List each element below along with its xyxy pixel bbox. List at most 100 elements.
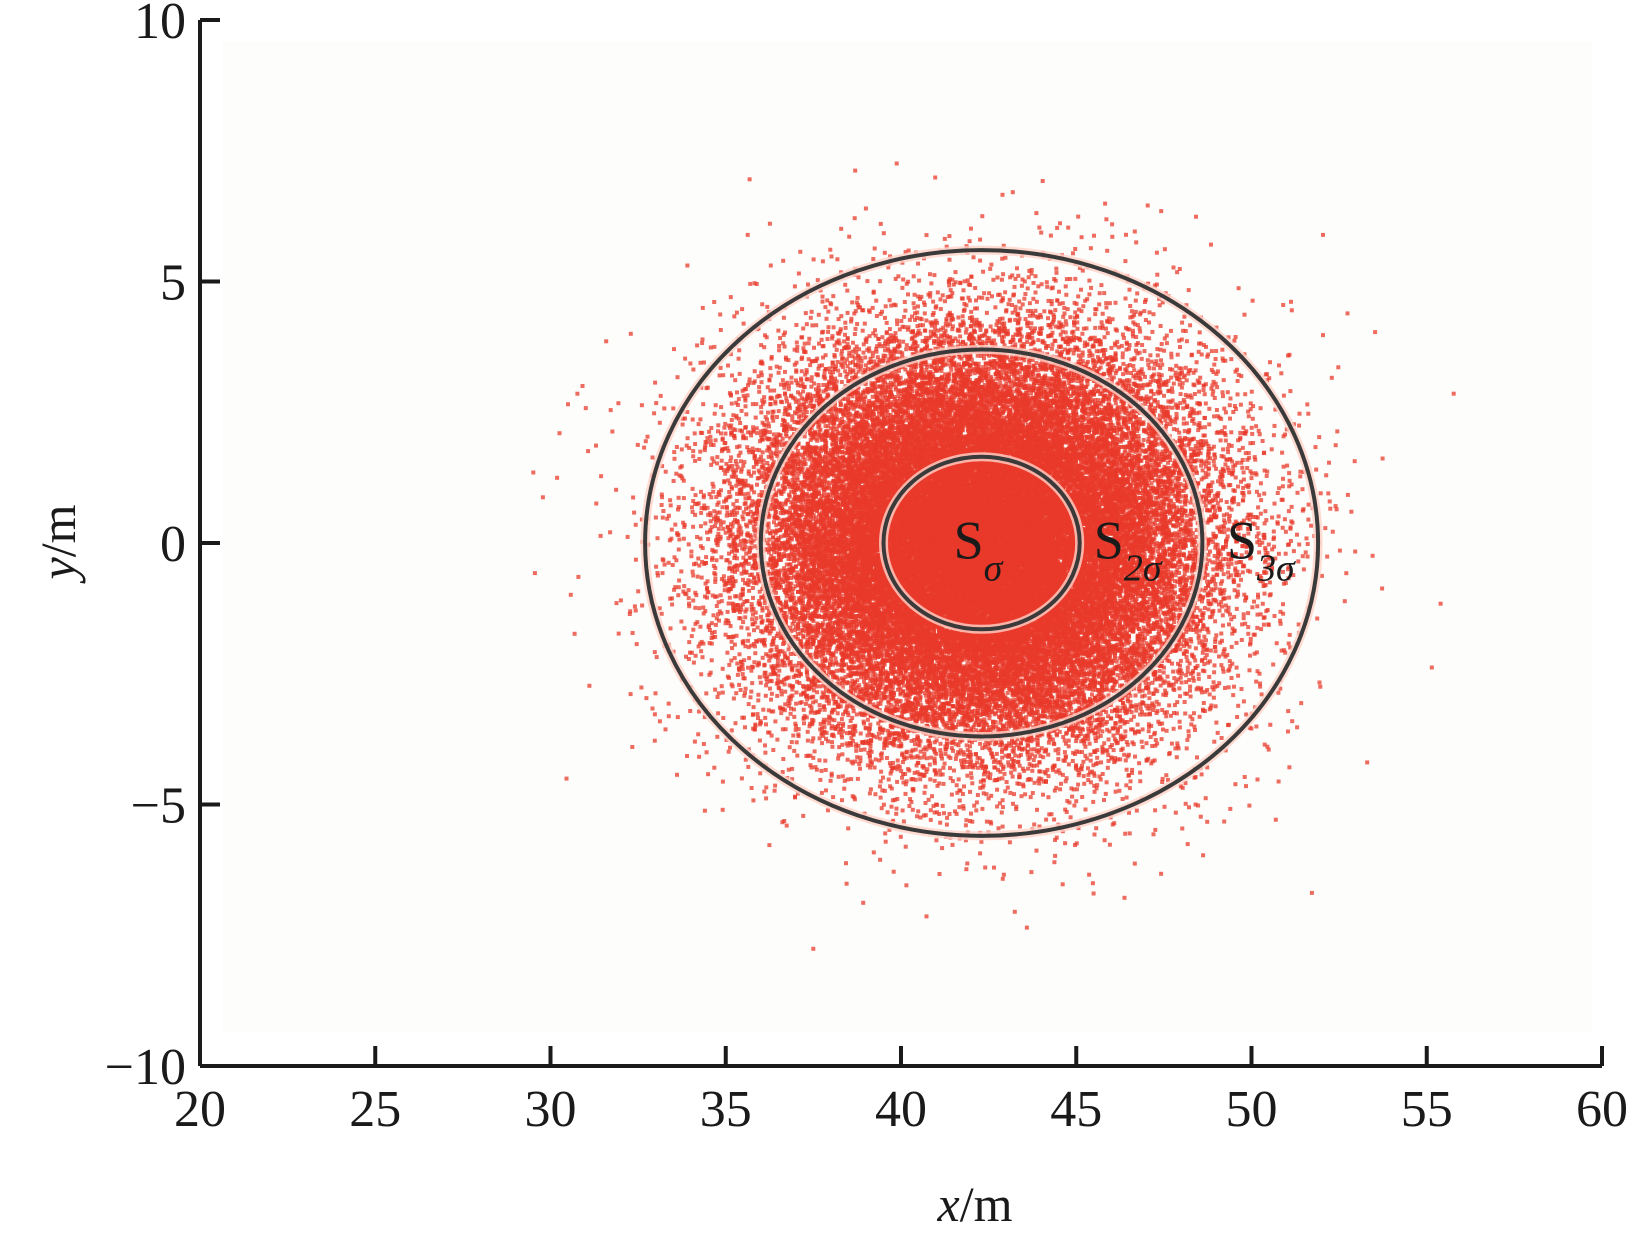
- scatter-point: [1093, 655, 1098, 660]
- scatter-point: [1196, 803, 1201, 808]
- scatter-point: [1019, 374, 1024, 379]
- scatter-point: [1207, 493, 1211, 498]
- scatter-point: [891, 617, 896, 622]
- scatter-point: [845, 364, 850, 369]
- scatter-point: [997, 407, 1002, 412]
- scatter-point: [813, 677, 818, 682]
- scatter-point: [1181, 531, 1186, 536]
- scatter-point: [1036, 778, 1041, 783]
- scatter-point: [587, 683, 592, 688]
- scatter-point: [1076, 782, 1081, 787]
- scatter-point: [1206, 599, 1211, 603]
- scatter-point: [1159, 209, 1164, 214]
- scatter-point: [972, 708, 977, 713]
- scatter-point: [1029, 752, 1034, 757]
- scatter-point: [1219, 600, 1224, 605]
- scatter-point: [1081, 304, 1086, 309]
- scatter-point: [878, 311, 883, 316]
- scatter-point: [759, 370, 764, 375]
- scatter-point: [1291, 549, 1296, 554]
- scatter-point: [616, 631, 621, 636]
- scatter-point: [1069, 706, 1074, 711]
- scatter-point: [895, 779, 900, 784]
- scatter-point: [688, 709, 693, 713]
- scatter-point: [1300, 487, 1305, 492]
- scatter-point: [696, 732, 701, 737]
- scatter-point: [719, 431, 723, 436]
- scatter-point: [1046, 740, 1051, 745]
- scatter-point: [808, 753, 813, 758]
- scatter-point: [898, 396, 902, 401]
- scatter-point: [716, 531, 721, 536]
- scatter-point: [1183, 535, 1188, 540]
- scatter-point: [739, 625, 744, 630]
- scatter-point: [1188, 323, 1193, 328]
- scatter-point: [1098, 712, 1103, 717]
- scatter-point: [947, 283, 952, 288]
- scatter-point: [1236, 484, 1240, 489]
- scatter-point: [1157, 637, 1162, 642]
- scatter-point: [750, 612, 755, 617]
- scatter-point: [1059, 781, 1063, 786]
- scatter-point: [956, 362, 961, 367]
- scatter-point: [918, 698, 923, 703]
- scatter-point: [1078, 657, 1083, 661]
- scatter-point: [1187, 644, 1192, 649]
- scatter-point: [892, 356, 897, 361]
- scatter-point: [965, 760, 970, 764]
- scatter-point: [1223, 603, 1228, 608]
- scatter-point: [809, 765, 814, 770]
- scatter-point: [790, 777, 795, 782]
- scatter-point: [938, 327, 943, 332]
- scatter-point: [726, 621, 731, 626]
- scatter-point: [1141, 644, 1146, 649]
- scatter-point: [876, 701, 881, 706]
- scatter-point: [908, 797, 913, 802]
- scatter-point: [995, 804, 1000, 809]
- scatter-point: [1264, 518, 1269, 523]
- scatter-point: [885, 810, 890, 815]
- scatter-point: [757, 385, 762, 390]
- scatter-point: [1185, 669, 1190, 674]
- scatter-point: [1221, 513, 1226, 518]
- scatter-point: [1118, 724, 1123, 729]
- scatter-point: [774, 523, 779, 528]
- scatter-point: [789, 426, 794, 431]
- scatter-point: [1201, 388, 1206, 392]
- scatter-point: [760, 450, 765, 455]
- scatter-point: [1205, 354, 1210, 359]
- scatter-point: [821, 717, 826, 722]
- scatter-point: [1044, 817, 1049, 822]
- scatter-point: [1112, 620, 1117, 625]
- scatter-point: [1231, 526, 1235, 530]
- scatter-point: [1175, 741, 1180, 746]
- scatter-point: [757, 493, 762, 498]
- scatter-point: [1174, 711, 1179, 716]
- scatter-point: [805, 673, 810, 678]
- scatter-point: [1327, 499, 1332, 504]
- scatter-point: [782, 682, 787, 687]
- scatter-point: [679, 619, 684, 624]
- scatter-point: [1156, 648, 1161, 653]
- scatter-point: [725, 609, 730, 614]
- scatter-point: [1187, 805, 1191, 810]
- scatter-point: [962, 279, 967, 284]
- scatter-point: [883, 409, 888, 414]
- scatter-point: [1214, 349, 1219, 353]
- scatter-point: [1060, 329, 1065, 334]
- scatter-point: [877, 409, 881, 414]
- scatter-point: [1080, 795, 1085, 799]
- scatter-point: [1257, 542, 1262, 547]
- scatter-point: [1212, 396, 1217, 400]
- scatter-point: [766, 653, 771, 658]
- scatter-point: [1254, 650, 1259, 655]
- scatter-point: [1054, 769, 1059, 774]
- scatter-point: [739, 607, 744, 612]
- scatter-point: [927, 717, 932, 722]
- scatter-point: [1093, 389, 1098, 394]
- scatter-point: [904, 779, 909, 784]
- scatter-point: [906, 662, 911, 666]
- scatter-point: [691, 524, 696, 529]
- scatter-point: [754, 639, 759, 644]
- scatter-point: [969, 811, 973, 816]
